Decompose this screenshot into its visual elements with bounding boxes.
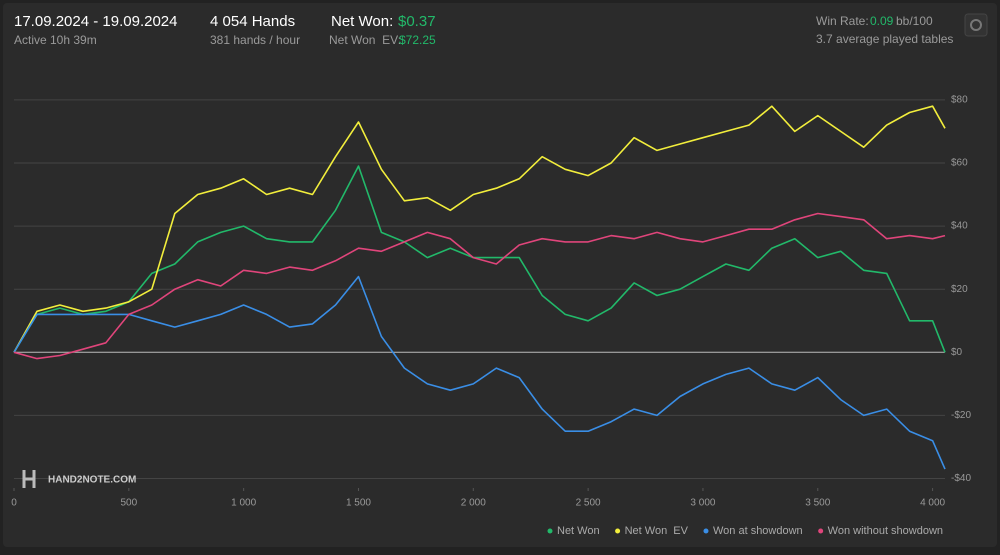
- legend-label: Net Won EV: [625, 525, 689, 537]
- series-line: [13, 105, 946, 353]
- legend-label: Won without showdown: [828, 525, 943, 537]
- series-line: [13, 165, 946, 353]
- active-time: Active 10h 39m: [14, 33, 97, 47]
- y-tick-label: -$40: [951, 473, 971, 484]
- hands: 4 054 Hands: [210, 13, 295, 30]
- date-range: 17.09.2024 - 19.09.2024: [14, 13, 177, 30]
- win-rate-unit: bb/100: [896, 14, 933, 28]
- y-tick-label: $20: [951, 284, 968, 295]
- y-tick-label: $60: [951, 158, 968, 169]
- hands-per-hour: 381 hands / hour: [210, 33, 300, 47]
- settings-button[interactable]: [964, 13, 988, 37]
- net-won-label: Net Won:: [331, 13, 393, 30]
- x-tick-label: 1 500: [346, 498, 371, 509]
- net-won-ev-label: Net Won EV:: [329, 33, 401, 47]
- series-line: [13, 275, 946, 470]
- y-tick-label: -$20: [951, 410, 971, 421]
- x-tick-label: 1 000: [231, 498, 256, 509]
- x-tick-label: 3 500: [805, 498, 830, 509]
- y-tick-label: $40: [951, 221, 968, 232]
- tables: 3.7 average played tables: [816, 32, 953, 46]
- x-tick-label: 3 000: [690, 498, 715, 509]
- x-tick-label: 4 000: [920, 498, 945, 509]
- legend-label: Net Won: [557, 525, 600, 537]
- logo-icon: [22, 470, 36, 488]
- settings-icon: [970, 19, 982, 31]
- x-tick-label: 2 000: [461, 498, 486, 509]
- legend-marker: [818, 528, 824, 534]
- x-tick-label: 0: [11, 498, 17, 509]
- y-tick-label: $0: [951, 347, 963, 358]
- legend-marker: [615, 528, 621, 534]
- legend-marker: [547, 528, 553, 534]
- net-won-ev: $72.25: [399, 33, 436, 47]
- panel: [3, 3, 997, 547]
- x-tick-label: 500: [120, 498, 137, 509]
- logo: HAND2NOTE.COM: [48, 475, 136, 486]
- x-tick-label: 2 500: [576, 498, 601, 509]
- y-tick-label: $80: [951, 95, 968, 106]
- win-rate-label: Win Rate:: [816, 14, 869, 28]
- legend-marker: [703, 528, 709, 534]
- win-rate: 0.09: [870, 14, 894, 28]
- net-won: $0.37: [398, 13, 436, 30]
- legend-label: Won at showdown: [713, 525, 803, 537]
- series-line: [13, 212, 946, 360]
- plot: -$40 -$20 $0 $20 $40 $60 $80 0 500 1 000 1 500 2 00…: [11, 95, 971, 537]
